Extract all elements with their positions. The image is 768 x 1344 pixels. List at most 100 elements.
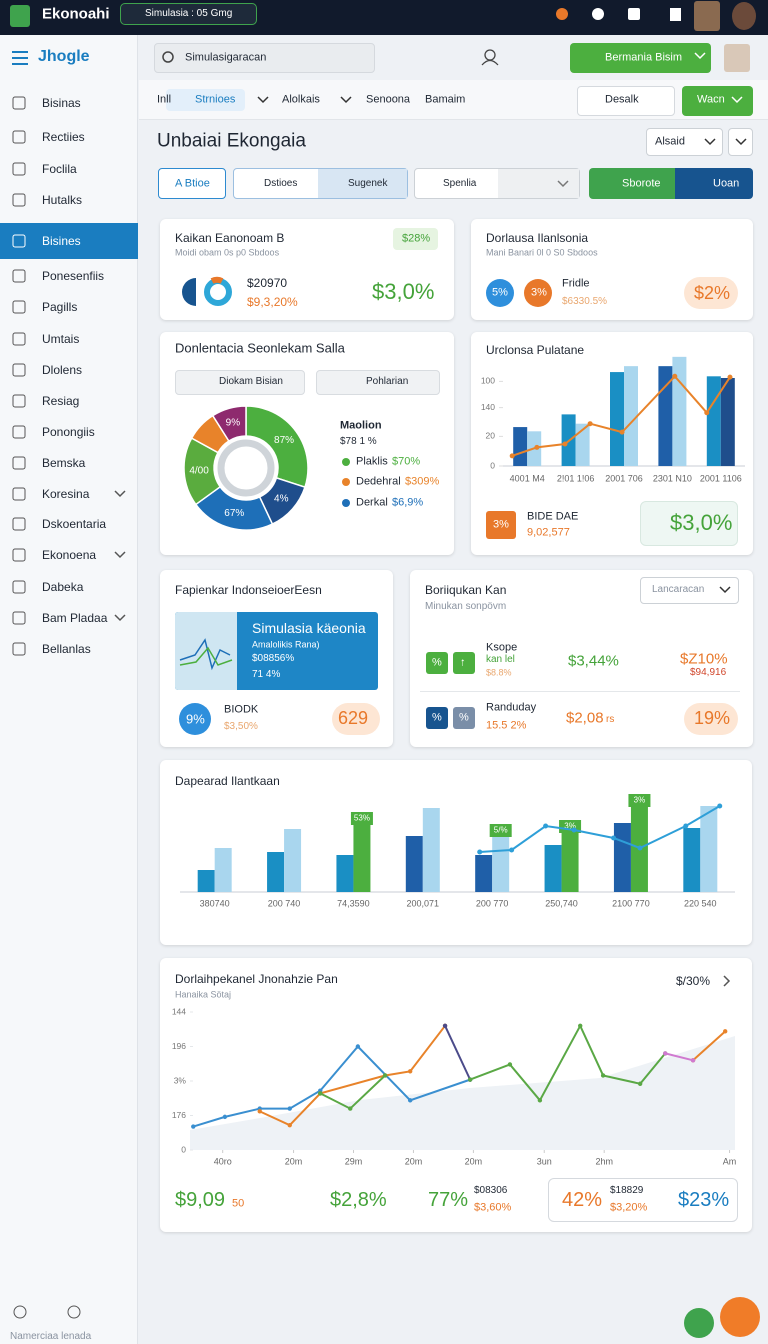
stat: $3,0%: [372, 279, 435, 304]
stat: $3,0%: [670, 510, 733, 535]
filter-group-part: [318, 169, 407, 198]
label: $3,50%: [224, 721, 258, 732]
label: Dstioes: [264, 178, 298, 189]
logo: Jhogle: [38, 48, 90, 65]
badge: [393, 228, 438, 250]
page-title: Unbaiai Ekongaia: [157, 130, 306, 152]
badge: [684, 277, 738, 309]
label: $28%: [402, 232, 431, 245]
icon-box: [426, 707, 448, 729]
tab[interactable]: Strnioes: [195, 93, 236, 106]
tab[interactable]: Bamaim: [425, 93, 466, 106]
nav-item[interactable]: Bemska: [42, 456, 86, 470]
label: BIODK: [224, 703, 259, 716]
nav-item[interactable]: Dlolens: [42, 363, 83, 377]
card: [160, 332, 454, 555]
button[interactable]: [577, 86, 675, 116]
icon: ↑: [460, 656, 466, 669]
nav-item[interactable]: Umtais: [42, 332, 80, 346]
card-title: Dapearad Ilantkaan: [175, 774, 280, 788]
icon-box: [426, 652, 448, 674]
icon: %: [432, 656, 442, 669]
button-label: Diokam Bisian: [219, 376, 283, 387]
nav-item[interactable]: Ponesenfiis: [42, 269, 105, 283]
nav-item[interactable]: Ponongiis: [42, 425, 95, 439]
badge: [486, 511, 516, 539]
label: Randuday: [486, 701, 537, 714]
app-icon: [10, 5, 30, 27]
nav-item[interactable]: Resiag: [42, 394, 80, 408]
button[interactable]: [589, 168, 675, 199]
icon: %: [459, 711, 469, 724]
banner-image: [175, 612, 237, 690]
stat: $9,09: [175, 1189, 226, 1211]
label: $6330.5%: [562, 296, 608, 307]
button[interactable]: [316, 370, 440, 395]
nav-item[interactable]: Hutalks: [42, 193, 83, 207]
nav-item[interactable]: Foclila: [42, 162, 77, 176]
user-icon: [484, 49, 496, 61]
label: $20970: [247, 276, 288, 290]
dropdown[interactable]: [728, 128, 753, 156]
label: 3%: [531, 286, 547, 299]
tab[interactable]: Inll: [157, 93, 172, 106]
label: $08856%: [252, 653, 295, 664]
tab-active[interactable]: [166, 89, 245, 111]
filter-select-part: [498, 169, 579, 198]
card-title: Fapienkar IndonseioerEesn: [175, 583, 322, 597]
label: Sborote: [622, 177, 661, 190]
label: Uoan: [713, 177, 740, 190]
nav-item[interactable]: Bisinas: [42, 96, 81, 110]
badge: [332, 703, 380, 735]
fab[interactable]: [684, 1308, 714, 1338]
user-icon: [481, 59, 499, 66]
primary-button[interactable]: [570, 43, 711, 73]
label: $2,08: [566, 709, 604, 727]
label: 5%: [492, 286, 508, 299]
button-label: Wacn: [697, 93, 725, 106]
footer: Namerciaa lenada: [10, 1331, 92, 1342]
label: $78 1 %: [340, 436, 377, 447]
nav-item[interactable]: Bisines: [42, 234, 81, 248]
badge: [684, 703, 738, 735]
card-title: Dorlaihpekanel Jnonahzie Pan: [175, 972, 338, 986]
stat: 42%: [562, 1189, 603, 1211]
nav-item[interactable]: Bam Pladaa: [42, 611, 108, 625]
chip[interactable]: [120, 3, 257, 25]
search-box[interactable]: [154, 43, 375, 73]
label: Mani Banari 0l 0 S0 Sbdoos: [486, 247, 598, 258]
nav-item[interactable]: Pagills: [42, 300, 78, 314]
card-title: Donlentacia Seonlekam Salla: [175, 340, 345, 356]
tab[interactable]: Alolkais: [282, 93, 320, 106]
legend-name: Dedehral: [356, 475, 401, 488]
label: Fridle: [562, 277, 590, 290]
nav-item[interactable]: Koresina: [42, 487, 90, 501]
button-label: Pohlarian: [366, 376, 409, 387]
fab[interactable]: [720, 1297, 760, 1337]
button[interactable]: [675, 168, 753, 199]
tab[interactable]: Senoona: [366, 93, 411, 106]
stat: $23%: [678, 1189, 730, 1211]
legend-title: Maolion: [340, 419, 382, 432]
legend-value: $70%: [392, 455, 421, 468]
card-title: Boriiqukan Kan: [425, 583, 507, 597]
filter-button[interactable]: [158, 168, 226, 199]
nav-item[interactable]: Dabeka: [42, 580, 84, 594]
avatar: [732, 2, 756, 30]
nav-item[interactable]: Ekonoena: [42, 548, 97, 562]
link: $/30%: [676, 974, 711, 988]
circle: [524, 279, 552, 307]
nav-item[interactable]: Rectiies: [42, 130, 85, 144]
card-title: Kaikan Eanonoam B: [175, 231, 285, 245]
nav-item[interactable]: Bellanlas: [42, 642, 91, 656]
label: rs: [606, 714, 615, 725]
nav-item[interactable]: Dskoentaria: [42, 517, 107, 531]
button[interactable]: [175, 370, 305, 395]
button-label: Bermania Bisim: [605, 51, 683, 64]
chip-label: Simulasia : 05 Gmg: [145, 8, 233, 19]
stat: $2%: [694, 283, 731, 303]
search-text: Simulasigaracan: [185, 51, 267, 64]
dropdown-label: Alsaid: [655, 135, 685, 148]
legend-value: $6,9%: [392, 496, 424, 509]
